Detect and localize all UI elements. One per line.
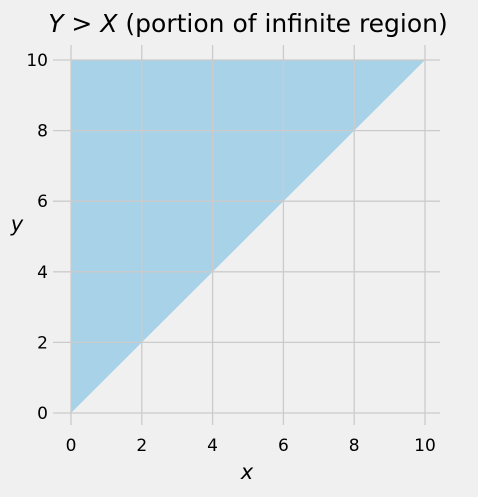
x-tick-labels: 0 2 4 6 8 10 — [66, 436, 436, 456]
y-tick-label: 10 — [26, 51, 48, 71]
x-tick-label: 8 — [349, 436, 360, 456]
x-tick-label: 4 — [207, 436, 218, 456]
x-axis-label: x — [240, 460, 254, 484]
x-tick-label: 6 — [278, 436, 289, 456]
y-axis-label: y — [10, 212, 24, 236]
title-x-var: X — [98, 9, 118, 38]
title-operator: > — [63, 9, 100, 38]
y-tick-label: 4 — [37, 263, 48, 283]
region-layer — [71, 60, 425, 413]
y-tick-label: 8 — [37, 122, 48, 142]
x-tick-label: 10 — [414, 436, 436, 456]
title-rest: (portion of infinite region) — [117, 9, 447, 38]
x-tick-label: 0 — [66, 436, 77, 456]
y-tick-labels: 0 2 4 6 8 10 — [26, 51, 48, 424]
x-tick-label: 2 — [136, 436, 147, 456]
y-tick-label: 6 — [37, 192, 48, 212]
region-fill — [71, 60, 425, 413]
title-y-var: Y — [48, 9, 65, 38]
chart-title: Y > X (portion of infinite region) — [48, 9, 448, 38]
y-tick-label: 2 — [37, 333, 48, 353]
y-tick-label: 0 — [37, 404, 48, 424]
grid-lines — [53, 45, 440, 425]
